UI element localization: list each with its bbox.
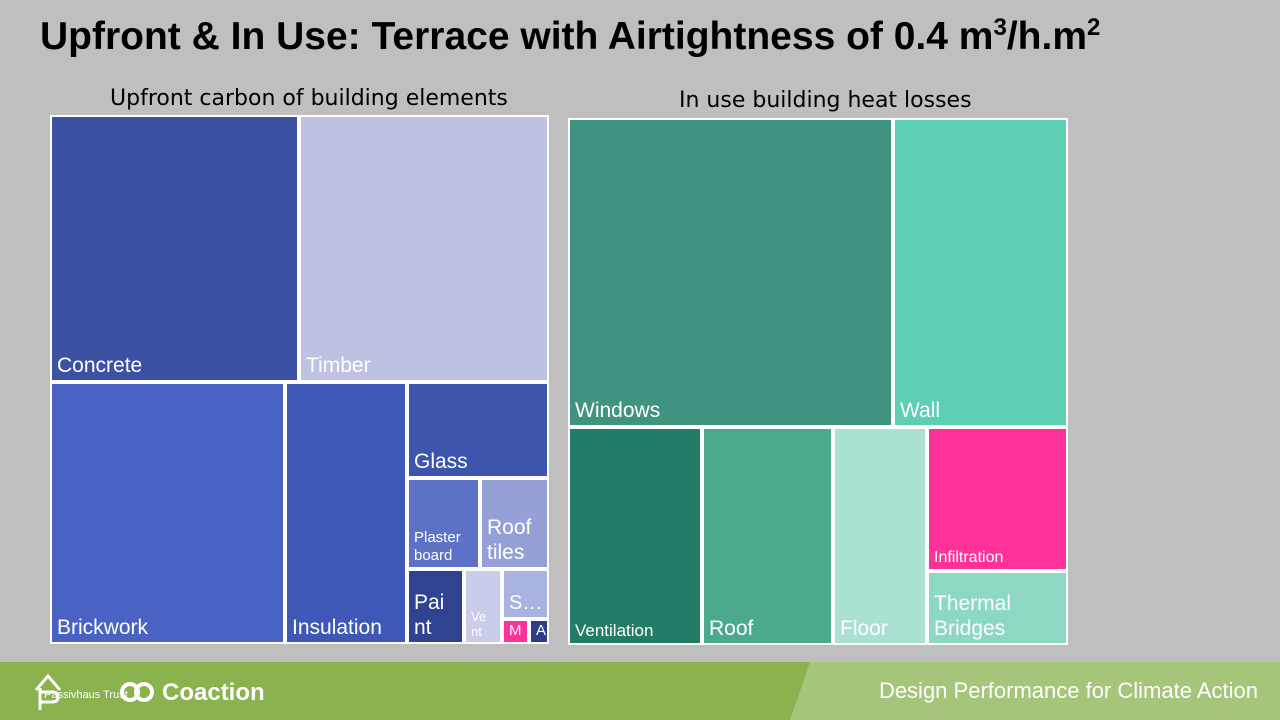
treemap-cell-label: Ventilation <box>575 620 654 640</box>
footer-bar: Passivhaus Trust Coaction Design Perform… <box>0 662 1280 720</box>
passivhaus-trust-logo-text: Passivhaus Trust <box>44 689 128 701</box>
footer-tagline: Design Performance for Climate Action <box>878 678 1258 703</box>
treemap-cell-infiltration: Infiltration <box>927 427 1068 571</box>
upfront-chart-title: Upfront carbon of building elements <box>110 86 508 111</box>
treemap-cell-label: Infiltration <box>934 548 1004 566</box>
footer-accent <box>790 662 1280 720</box>
treemap-cell-timber: Timber <box>299 115 549 382</box>
treemap-cell-label: Wall <box>900 398 941 422</box>
treemap-cell-insulation: Insulation <box>285 382 407 644</box>
treemap-cell-s: S… <box>502 569 549 619</box>
treemap-cell-windows: Windows <box>568 118 893 427</box>
treemap-cell-wall: Wall <box>893 118 1068 427</box>
upfront-carbon-treemap: Concrete Timber Brickwork Insulation Glass Pl… <box>50 115 549 644</box>
treemap-cell-brickwork: Brickwork <box>50 382 285 644</box>
treemap-cell-glass: Glass <box>407 382 549 478</box>
treemap-cell-m: M <box>502 619 529 644</box>
coaction-logo-text: Coaction <box>162 679 265 706</box>
treemap-cell-ve-nt: Ve nt <box>464 569 502 644</box>
treemap-cell-roof: Roof <box>702 427 833 645</box>
treemap-cell-label: Ve nt <box>471 608 487 640</box>
treemap-cell-label: Timber <box>306 353 371 377</box>
treemap-cell-label: Windows <box>575 398 661 422</box>
treemap-cell-roof-tiles: Roof tiles <box>480 478 549 569</box>
treemap-cell-label: Plaster board <box>414 529 461 564</box>
treemap-cell-thermal-bridges: Thermal Bridges <box>927 571 1068 645</box>
treemap-cell-label: S… <box>509 592 543 614</box>
treemap-cell-label: Insulation <box>292 615 382 639</box>
treemap-cell-label: Concrete <box>57 353 143 377</box>
treemap-cell-pai-nt: Pai nt <box>407 569 464 644</box>
heat-loss-chart-title: In use building heat losses <box>679 88 972 113</box>
treemap-cell-label: Glass <box>414 449 468 473</box>
treemap-cell-label: Pai nt <box>414 590 445 639</box>
treemap-cell-concrete: Concrete <box>50 115 299 382</box>
treemap-cell-floor: Floor <box>833 427 927 645</box>
treemap-cell-label: Brickwork <box>57 615 149 639</box>
treemap-cell-label: Roof <box>709 616 754 640</box>
treemap-cell-a: A <box>529 619 549 644</box>
treemap-cell-ventilation: Ventilation <box>568 427 702 645</box>
treemap-cell-label: M <box>509 622 522 639</box>
heat-loss-treemap: Windows Wall Ventilation Roof Floor Infiltrat… <box>568 118 1068 645</box>
treemap-cell-label: Thermal Bridges <box>934 591 1012 640</box>
treemap-cell-label: Floor <box>840 616 888 640</box>
treemap-cell-label: A <box>536 622 547 639</box>
slide-title: Upfront & In Use: Terrace with Airtightn… <box>40 14 1101 58</box>
coaction-logo-icon <box>120 682 154 702</box>
treemap-cell-label: Roof tiles <box>487 515 532 564</box>
treemap-cell-plaster-board: Plaster board <box>407 478 480 569</box>
passivhaus-trust-logo-icon <box>34 673 62 710</box>
